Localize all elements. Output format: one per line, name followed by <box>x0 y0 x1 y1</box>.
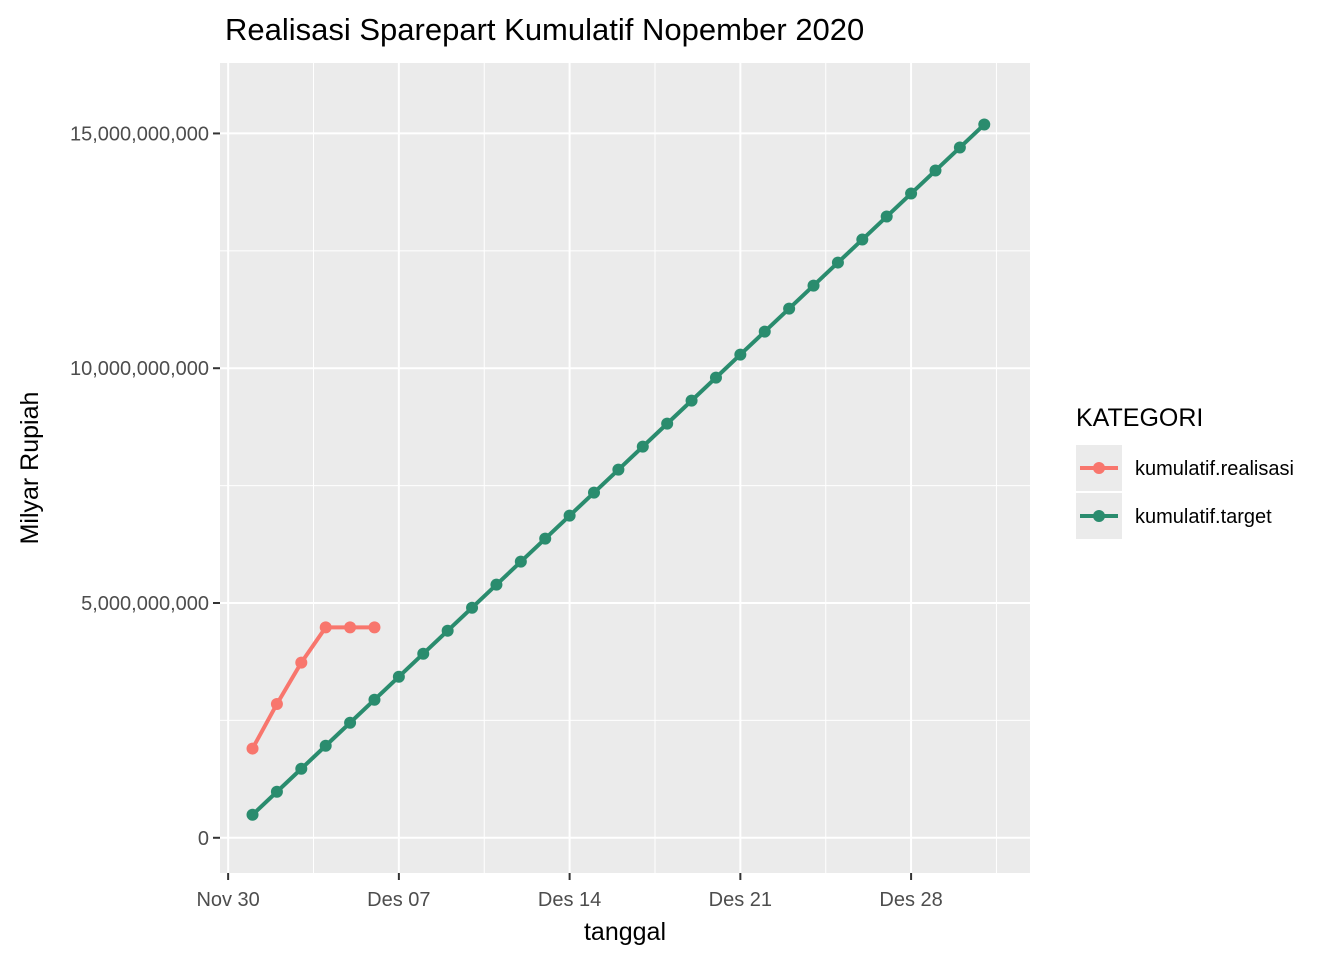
data-point <box>270 697 283 710</box>
data-point <box>344 716 357 729</box>
legend-item: kumulatif.target <box>1076 493 1272 539</box>
data-point <box>417 647 430 660</box>
data-point <box>295 762 308 775</box>
x-tick-label: Nov 30 <box>196 889 259 911</box>
legend-key-point <box>1093 462 1105 474</box>
x-tick-label: Des 21 <box>709 889 772 911</box>
data-point <box>953 141 966 154</box>
data-point <box>270 785 283 798</box>
data-point <box>490 578 503 591</box>
data-point <box>709 371 722 384</box>
data-point <box>246 742 259 755</box>
y-tick-label: 5,000,000,000 <box>81 593 209 615</box>
x-axis-title: tanggal <box>584 918 666 946</box>
grid-minor <box>220 63 1030 873</box>
data-point <box>734 348 747 361</box>
x-tick-label: Des 07 <box>367 889 430 911</box>
data-point <box>392 670 405 683</box>
data-point <box>588 486 601 499</box>
data-point <box>612 463 625 476</box>
series-layer <box>246 118 991 821</box>
y-tick-label: 15,000,000,000 <box>70 123 209 145</box>
x-tick-labels: Nov 30 Des 07 Des 14 Des 21 Des 28 <box>196 889 942 911</box>
legend-key-point <box>1093 510 1105 522</box>
data-point <box>783 302 796 315</box>
data-point <box>905 187 918 200</box>
x-tick-label: Des 28 <box>879 889 942 911</box>
y-tick-label: 10,000,000,000 <box>70 358 209 380</box>
data-point <box>319 739 332 752</box>
y-axis-title: Milyar Rupiah <box>16 392 44 545</box>
series-kumulatif.target <box>246 118 991 821</box>
data-point <box>563 509 576 522</box>
data-point <box>831 256 844 269</box>
legend-title: KATEGORI <box>1076 404 1203 432</box>
data-point <box>539 532 552 545</box>
data-point <box>514 555 527 568</box>
data-point <box>466 601 479 614</box>
data-point <box>344 621 357 634</box>
data-point <box>246 808 259 821</box>
data-point <box>807 279 820 292</box>
series-kumulatif.realisasi <box>246 621 381 755</box>
data-point <box>368 621 381 634</box>
data-point <box>978 118 991 131</box>
data-point <box>880 210 893 223</box>
data-point <box>685 394 698 407</box>
legend-label: kumulatif.realisasi <box>1135 458 1294 480</box>
legend-keys: kumulatif.realisasi kumulatif.target <box>1076 445 1294 539</box>
data-point <box>856 233 869 246</box>
legend: KATEGORI kumulatif.realisasi kumulatif.ta… <box>1076 404 1294 539</box>
data-point <box>929 164 942 177</box>
grid-major <box>220 63 1030 873</box>
y-tick-labels: 0 5,000,000,000 10,000,000,000 15,000,000,0… <box>70 123 209 849</box>
legend-item: kumulatif.realisasi <box>1076 445 1294 491</box>
axis-ticks <box>213 132 913 880</box>
y-tick-label: 0 <box>198 828 209 850</box>
legend-label: kumulatif.target <box>1135 506 1272 528</box>
plot-panel <box>220 63 1030 873</box>
data-point <box>368 693 381 706</box>
x-tick-label: Des 14 <box>538 889 601 911</box>
data-point <box>295 656 308 669</box>
data-point <box>319 621 332 634</box>
data-point <box>441 624 454 637</box>
data-point <box>758 325 771 338</box>
chart-title: Realisasi Sparepart Kumulatif Nopember 2… <box>225 12 864 47</box>
data-point <box>636 440 649 453</box>
data-point <box>661 417 674 430</box>
